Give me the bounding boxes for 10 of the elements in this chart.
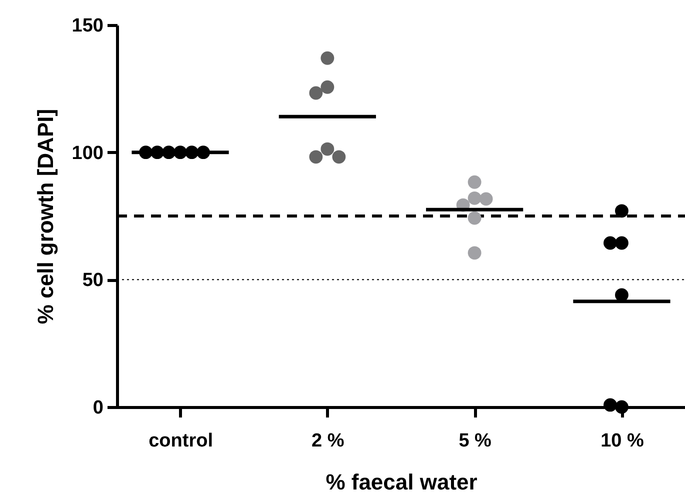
x-tick-label: 10 %	[600, 430, 644, 452]
y-tick-label: 50	[82, 270, 104, 292]
y-tick-label: 0	[92, 398, 104, 418]
x-tick-label: 2 %	[312, 430, 344, 452]
x-tick-label: control	[148, 430, 213, 452]
x-axis-title: % faecal water	[326, 470, 478, 494]
y-tick-label: 150	[72, 16, 104, 36]
x-tick-label: 5 %	[458, 430, 492, 452]
y-tick-label: 100	[72, 142, 104, 164]
y-axis-title: % cell growth [DAPI]	[32, 108, 58, 324]
